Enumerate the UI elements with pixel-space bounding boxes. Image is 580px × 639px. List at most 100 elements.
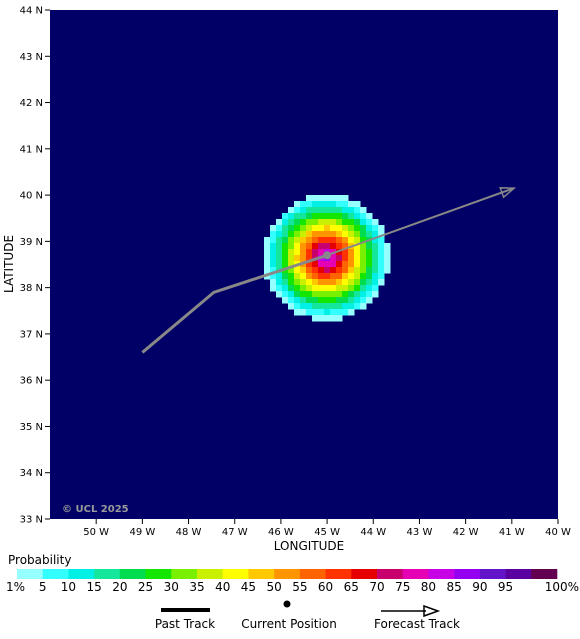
probability-cell [312, 279, 319, 286]
probability-cell [324, 285, 331, 292]
probability-cell [264, 255, 271, 262]
probability-cell [324, 213, 331, 220]
probability-cell [306, 297, 313, 304]
probability-cell [288, 249, 295, 256]
probability-cell [372, 279, 379, 286]
y-tick-label: 35 N [20, 422, 43, 433]
probability-cell [330, 207, 337, 214]
x-tick-label: 49 W [129, 527, 155, 538]
probability-cell [318, 285, 325, 292]
probability-cell [288, 273, 295, 280]
probability-cell [336, 291, 343, 298]
probability-cell [306, 267, 313, 274]
probability-cell [276, 273, 283, 280]
probability-cell [312, 315, 319, 322]
probability-cell [360, 237, 367, 244]
forecast-track-label: Forecast Track [374, 617, 460, 631]
probability-cell [342, 273, 349, 280]
probability-cell [348, 285, 355, 292]
probability-cell [318, 207, 325, 214]
probability-cell [324, 201, 331, 208]
probability-cell [312, 231, 319, 238]
probability-cell [306, 237, 313, 244]
probability-legend-swatch [197, 569, 224, 579]
probability-cell [300, 249, 307, 256]
probability-cell [306, 195, 313, 202]
probability-cell [306, 261, 313, 268]
probability-cell [342, 285, 349, 292]
y-tick-label: 44 N [20, 6, 43, 17]
probability-cell [342, 201, 349, 208]
probability-legend-swatch [377, 569, 404, 579]
probability-legend-label: 65 [344, 580, 359, 594]
probability-cell [372, 231, 379, 238]
x-axis: 50 W 49 W 48 W 47 W 46 W 45 W 44 W 43 W 42 W 41 W… [83, 519, 571, 538]
probability-cell [366, 279, 373, 286]
probability-legend-swatch [171, 569, 198, 579]
probability-cell [300, 291, 307, 298]
probability-legend-swatch [68, 569, 95, 579]
probability-cell [372, 261, 379, 268]
probability-cell [360, 303, 367, 310]
probability-cell [336, 219, 343, 226]
probability-cell [306, 225, 313, 232]
probability-cell [276, 285, 283, 292]
probability-cell [366, 243, 373, 250]
probability-cell [324, 303, 331, 310]
probability-cell [264, 237, 271, 244]
probability-cell [354, 303, 361, 310]
probability-cell [270, 261, 277, 268]
probability-cell [336, 249, 343, 256]
probability-legend-swatch [94, 569, 121, 579]
probability-cell [288, 225, 295, 232]
probability-cell [348, 231, 355, 238]
probability-cell [282, 237, 289, 244]
x-tick-label: 45 W [314, 527, 340, 538]
probability-cell [300, 225, 307, 232]
probability-cell [294, 243, 301, 250]
probability-cell [348, 261, 355, 268]
probability-cell [354, 261, 361, 268]
probability-cell [276, 249, 283, 256]
probability-legend-title: Probability [8, 553, 71, 567]
probability-cell [312, 195, 319, 202]
probability-legend-label: 85 [447, 580, 462, 594]
probability-cell [312, 297, 319, 304]
probability-cell [300, 255, 307, 262]
probability-cell [354, 213, 361, 220]
probability-cell [288, 279, 295, 286]
probability-cell [324, 315, 331, 322]
probability-legend-swatch [119, 569, 146, 579]
probability-cell [354, 207, 361, 214]
probability-cell [348, 303, 355, 310]
probability-cell [318, 237, 325, 244]
probability-cell [276, 255, 283, 262]
y-tick-label: 38 N [20, 283, 43, 294]
probability-cell [264, 267, 271, 274]
probability-cell [288, 237, 295, 244]
probability-cell [336, 273, 343, 280]
probability-cell [306, 249, 313, 256]
probability-legend-label: 5 [39, 580, 47, 594]
probability-cell [306, 273, 313, 280]
probability-cell [312, 213, 319, 220]
probability-cell [354, 291, 361, 298]
probability-legend-swatch [428, 569, 455, 579]
probability-cell [330, 273, 337, 280]
probability-cell [378, 243, 385, 250]
probability-cell [270, 255, 277, 262]
probability-legend-label: 70 [369, 580, 384, 594]
probability-cell [270, 267, 277, 274]
probability-cell [270, 273, 277, 280]
current-position-marker [323, 251, 332, 260]
probability-cell [294, 279, 301, 286]
probability-cell [360, 243, 367, 250]
probability-cell [336, 267, 343, 274]
probability-cell [312, 225, 319, 232]
probability-cell [342, 225, 349, 232]
probability-legend-swatch [479, 569, 506, 579]
probability-cell [324, 261, 331, 268]
probability-cell [336, 207, 343, 214]
probability-cell [324, 309, 331, 316]
forecast-track-line [326, 187, 515, 257]
